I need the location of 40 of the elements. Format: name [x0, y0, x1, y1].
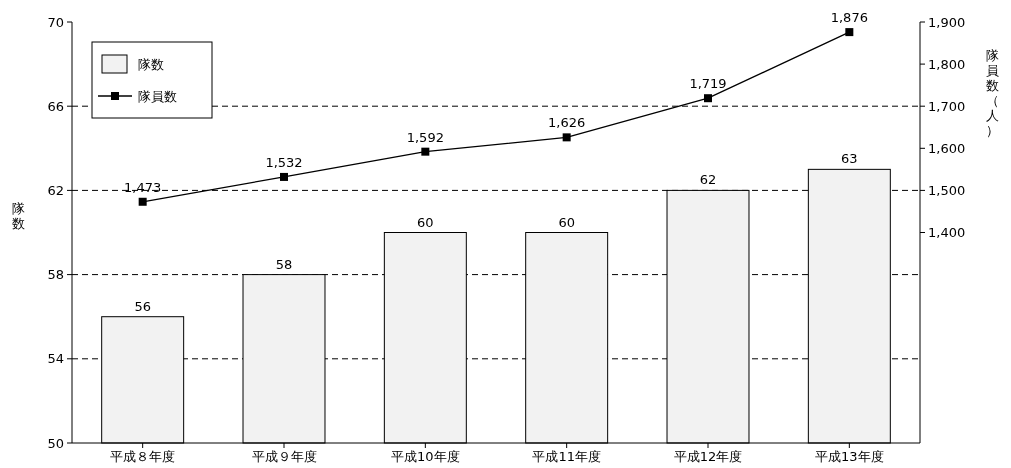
data-label: 58	[275, 256, 293, 272]
x-tick-label: 平成８年度	[110, 449, 176, 464]
data-label: 1,719	[689, 76, 727, 92]
x-tick-label: 平成10年度	[391, 449, 460, 464]
y2-tick-label: 1,700	[928, 98, 966, 114]
point	[280, 172, 288, 181]
y2-axis-title: 隊員数（人）	[985, 48, 999, 138]
y2-tick-label: 1,400	[928, 225, 966, 241]
y-axis-title: 隊数	[11, 200, 25, 231]
data-label: 1,473	[124, 179, 162, 195]
y-tick-label: 70	[47, 14, 64, 30]
point	[421, 147, 430, 156]
x-tick-label: 平成12年度	[673, 449, 743, 464]
data-label: 1,876	[830, 10, 868, 26]
legend-label: 隊数	[138, 56, 164, 72]
y2-tick-label: 1,500	[928, 182, 966, 198]
data-label: 60	[417, 214, 434, 230]
data-label: 60	[558, 214, 575, 230]
data-label: 1,532	[265, 154, 303, 170]
y-tick-label: 54	[47, 351, 64, 367]
point	[562, 133, 571, 142]
data-label: 62	[699, 172, 717, 188]
x-tick-label: 平成13年度	[815, 449, 884, 464]
y-tick-label: 50	[47, 435, 64, 451]
y-tick-label: 62	[47, 182, 64, 198]
y2-tick-label: 1,800	[928, 56, 966, 72]
legend-label: 隊員数	[138, 88, 177, 104]
data-label: 63	[841, 151, 858, 167]
point	[138, 197, 147, 206]
y-tick-label: 58	[47, 267, 64, 283]
data-label: 1,626	[548, 115, 586, 131]
y2-tick-label: 1,600	[928, 140, 966, 156]
point	[845, 28, 854, 37]
data-label: 56	[134, 298, 151, 314]
point	[704, 94, 712, 103]
x-tick-label: 平成11年度	[532, 449, 601, 464]
y-tick-label: 66	[47, 98, 64, 114]
x-tick-label: 平成９年度	[251, 449, 317, 464]
data-label: 1,592	[406, 129, 444, 145]
y2-tick-label: 1,900	[928, 14, 966, 30]
